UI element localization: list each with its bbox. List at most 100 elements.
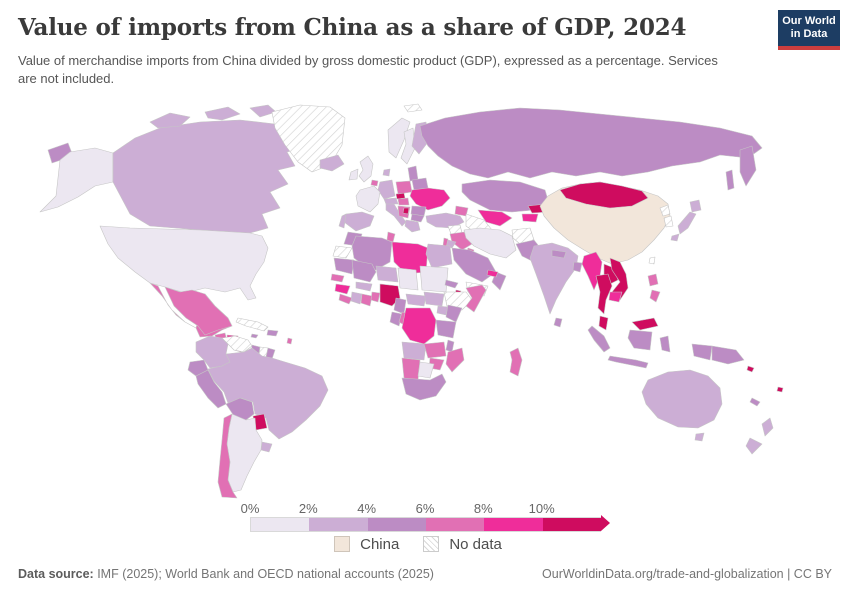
country-ivory-coast[interactable] <box>350 291 363 305</box>
country-eritrea[interactable] <box>444 279 459 289</box>
legend-segment-8-10[interactable] <box>484 518 543 531</box>
country-japan-hokkaido[interactable] <box>689 199 702 213</box>
country-guinea[interactable] <box>334 283 351 295</box>
country-saudi-arabia[interactable] <box>451 247 497 283</box>
legend-segment-10plus[interactable] <box>542 518 601 531</box>
country-malaysia-peninsula[interactable] <box>598 315 609 331</box>
country-australia[interactable] <box>641 369 723 429</box>
country-russia-kamchatka[interactable] <box>739 145 757 187</box>
country-jamaica[interactable] <box>250 333 259 339</box>
country-indonesia-sumatra[interactable] <box>587 325 611 353</box>
country-indonesia-papua[interactable] <box>691 343 713 361</box>
country-north-korea[interactable] <box>659 204 671 217</box>
country-canada[interactable] <box>112 119 303 234</box>
country-cambodia[interactable] <box>608 291 623 303</box>
country-central-african-republic[interactable] <box>405 293 427 307</box>
country-philippines-south[interactable] <box>649 289 661 303</box>
country-malawi[interactable] <box>445 339 455 353</box>
country-mozambique[interactable] <box>445 347 465 373</box>
country-canada-arctic-1[interactable] <box>149 112 191 129</box>
legend-segment-2-4[interactable] <box>309 518 368 531</box>
country-indonesia-java[interactable] <box>607 355 649 369</box>
country-canada-arctic-2[interactable] <box>204 106 241 121</box>
country-mongolia[interactable] <box>559 181 649 209</box>
country-philippines-luzon[interactable] <box>647 273 659 287</box>
country-lesser-antilles[interactable] <box>286 337 293 345</box>
country-mexico-main[interactable] <box>164 286 233 336</box>
country-russia-sakhalin[interactable] <box>725 169 735 191</box>
country-japan-honshu[interactable] <box>677 211 697 235</box>
country-mali[interactable] <box>351 259 377 283</box>
country-france[interactable] <box>355 185 381 213</box>
country-uzbekistan[interactable] <box>477 209 513 227</box>
no-data-swatch[interactable] <box>423 536 440 552</box>
country-uganda[interactable] <box>436 305 449 316</box>
country-bulgaria[interactable] <box>410 213 425 223</box>
country-ukraine[interactable] <box>409 187 451 211</box>
country-indonesia-sulawesi[interactable] <box>659 335 671 353</box>
country-canada-arctic-3[interactable] <box>249 104 277 118</box>
country-drc[interactable] <box>401 307 437 345</box>
country-south-korea[interactable] <box>663 215 674 228</box>
country-cameroon[interactable] <box>393 297 407 315</box>
country-sierra-leone[interactable] <box>338 293 353 305</box>
country-chad[interactable] <box>397 267 419 291</box>
country-chile[interactable] <box>217 413 238 499</box>
legend-segment-4-6[interactable] <box>367 518 426 531</box>
country-cuba[interactable] <box>235 317 269 332</box>
country-tasmania[interactable] <box>694 432 705 442</box>
country-kenya[interactable] <box>445 304 463 323</box>
legend-segment-0-2[interactable] <box>251 518 310 531</box>
country-bangladesh[interactable] <box>572 261 583 273</box>
country-portugal[interactable] <box>338 213 347 229</box>
country-hungary[interactable] <box>397 197 410 206</box>
country-namibia[interactable] <box>401 357 421 381</box>
country-madagascar[interactable] <box>509 347 523 377</box>
country-gabon[interactable] <box>389 311 403 327</box>
country-uruguay[interactable] <box>260 441 273 453</box>
credit-link[interactable]: OurWorldinData.org/trade-and-globalizati… <box>542 567 832 581</box>
country-ireland[interactable] <box>348 168 359 181</box>
country-tunisia[interactable] <box>386 231 396 243</box>
country-solomon-islands[interactable] <box>746 365 755 373</box>
country-togo-benin[interactable] <box>370 291 381 303</box>
country-brazil[interactable] <box>207 347 329 440</box>
owid-logo[interactable]: Our World in Data <box>778 10 840 50</box>
country-new-zealand-south[interactable] <box>745 437 763 455</box>
country-fiji[interactable] <box>776 386 784 393</box>
country-burkina-faso[interactable] <box>355 281 373 292</box>
country-denmark[interactable] <box>382 168 391 177</box>
country-germany[interactable] <box>377 179 396 200</box>
legend-segment-6-8[interactable] <box>425 518 485 531</box>
country-sudan[interactable] <box>419 265 449 293</box>
country-egypt[interactable] <box>425 243 453 269</box>
country-sri-lanka[interactable] <box>553 317 563 328</box>
country-thailand[interactable] <box>595 273 613 315</box>
country-poland[interactable] <box>395 180 413 195</box>
country-angola[interactable] <box>401 341 427 361</box>
country-senegal[interactable] <box>330 273 345 283</box>
country-japan-kyushu[interactable] <box>670 233 680 242</box>
country-sweden[interactable] <box>400 127 416 165</box>
country-nepal[interactable] <box>551 249 567 259</box>
country-niger[interactable] <box>375 265 399 283</box>
country-austria[interactable] <box>383 197 399 205</box>
country-united-states[interactable] <box>99 225 269 301</box>
country-indonesia-kalimantan[interactable] <box>627 329 653 351</box>
country-baltics[interactable] <box>407 165 419 182</box>
country-hispaniola[interactable] <box>266 329 279 337</box>
country-western-sahara[interactable] <box>332 245 353 259</box>
country-vietnam[interactable] <box>609 257 629 301</box>
country-greece[interactable] <box>404 219 421 233</box>
country-iceland[interactable] <box>319 154 345 172</box>
country-spain[interactable] <box>343 211 375 232</box>
country-united-kingdom[interactable] <box>358 155 374 183</box>
china-swatch[interactable] <box>334 536 351 552</box>
country-new-zealand-north[interactable] <box>761 417 774 437</box>
country-south-africa[interactable] <box>401 373 447 401</box>
country-ghana[interactable] <box>360 293 373 307</box>
country-italy[interactable] <box>385 201 407 227</box>
country-serbia[interactable] <box>402 207 410 215</box>
country-mauritania[interactable] <box>333 257 355 275</box>
country-tanzania[interactable] <box>435 319 457 339</box>
